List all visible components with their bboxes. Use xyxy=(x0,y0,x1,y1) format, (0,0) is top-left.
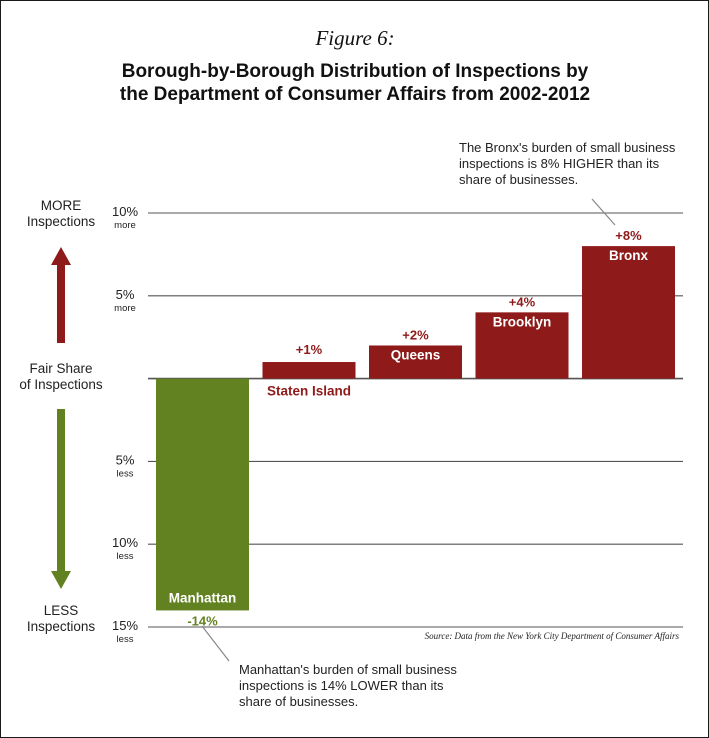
y-tick-sublabel: more xyxy=(114,303,136,314)
more-arrow-shaft xyxy=(57,263,65,343)
side-label-text: MORE xyxy=(41,198,82,213)
source-note: Source: Data from the New York City Depa… xyxy=(425,631,680,641)
bar-value-label: +2% xyxy=(402,327,429,342)
y-tick-sublabel: more xyxy=(114,220,136,231)
y-tick-sublabel: less xyxy=(117,468,134,479)
manhattan-annotation-text: inspections is 14% LOWER than its xyxy=(239,678,444,693)
bar-category-label: Bronx xyxy=(609,248,648,263)
bar-category-label: Manhattan xyxy=(169,590,237,605)
annotations: The Bronx's burden of small businessinsp… xyxy=(201,140,676,709)
bronx-annotation-text: inspections is 8% HIGHER than its xyxy=(459,156,660,171)
y-tick-label: 5% xyxy=(116,287,135,302)
chart-title-line-2: the Department of Consumer Affairs from … xyxy=(120,84,590,105)
down-arrow-icon xyxy=(51,571,71,589)
figure-label: Figure 6: xyxy=(314,26,394,50)
bar-manhattan xyxy=(156,378,249,611)
y-tick-sublabel: less xyxy=(117,634,134,645)
bar-brooklyn xyxy=(475,312,569,379)
side-label-text: Fair Share xyxy=(29,361,92,376)
side-label-text: LESS xyxy=(44,603,79,618)
bar-category-label: Brooklyn xyxy=(493,314,552,329)
y-tick-label: 15% xyxy=(112,618,138,633)
manhattan-annotation-text: Manhattan's burden of small business xyxy=(239,662,457,677)
bar-queens xyxy=(369,345,462,379)
y-tick-label: 5% xyxy=(116,452,135,467)
bars: Manhattan -14% Staten Island +1% Queens +2% Br… xyxy=(156,228,675,628)
bronx-annotation-leader xyxy=(591,198,616,226)
bar-category-label: Staten Island xyxy=(267,384,351,399)
up-arrow-icon xyxy=(51,247,71,265)
bar-value-label: +8% xyxy=(615,228,642,243)
less-arrow-shaft xyxy=(57,409,65,574)
side-label-text: Inspections xyxy=(27,619,96,634)
y-tick-sublabel: less xyxy=(117,551,134,562)
bar-value-label: +4% xyxy=(509,294,536,309)
chart-title-line-1: Borough-by-Borough Distribution of Inspe… xyxy=(122,61,589,82)
bar-value-label: -14% xyxy=(187,613,218,628)
bar-value-label: +1% xyxy=(296,342,323,357)
bar-bronx xyxy=(582,246,675,379)
y-tick-label: 10% xyxy=(112,535,138,550)
side-label-text: Inspections xyxy=(27,214,96,229)
bar-category-label: Queens xyxy=(391,347,441,362)
side-label-text: of Inspections xyxy=(19,377,103,392)
bronx-annotation-text: share of businesses. xyxy=(459,172,578,187)
bar-staten-island xyxy=(262,362,356,379)
bronx-annotation-text: The Bronx's burden of small business xyxy=(459,140,676,155)
manhattan-annotation-text: share of businesses. xyxy=(239,694,358,709)
y-tick-label: 10% xyxy=(112,204,138,219)
manhattan-annotation-leader xyxy=(201,625,230,662)
